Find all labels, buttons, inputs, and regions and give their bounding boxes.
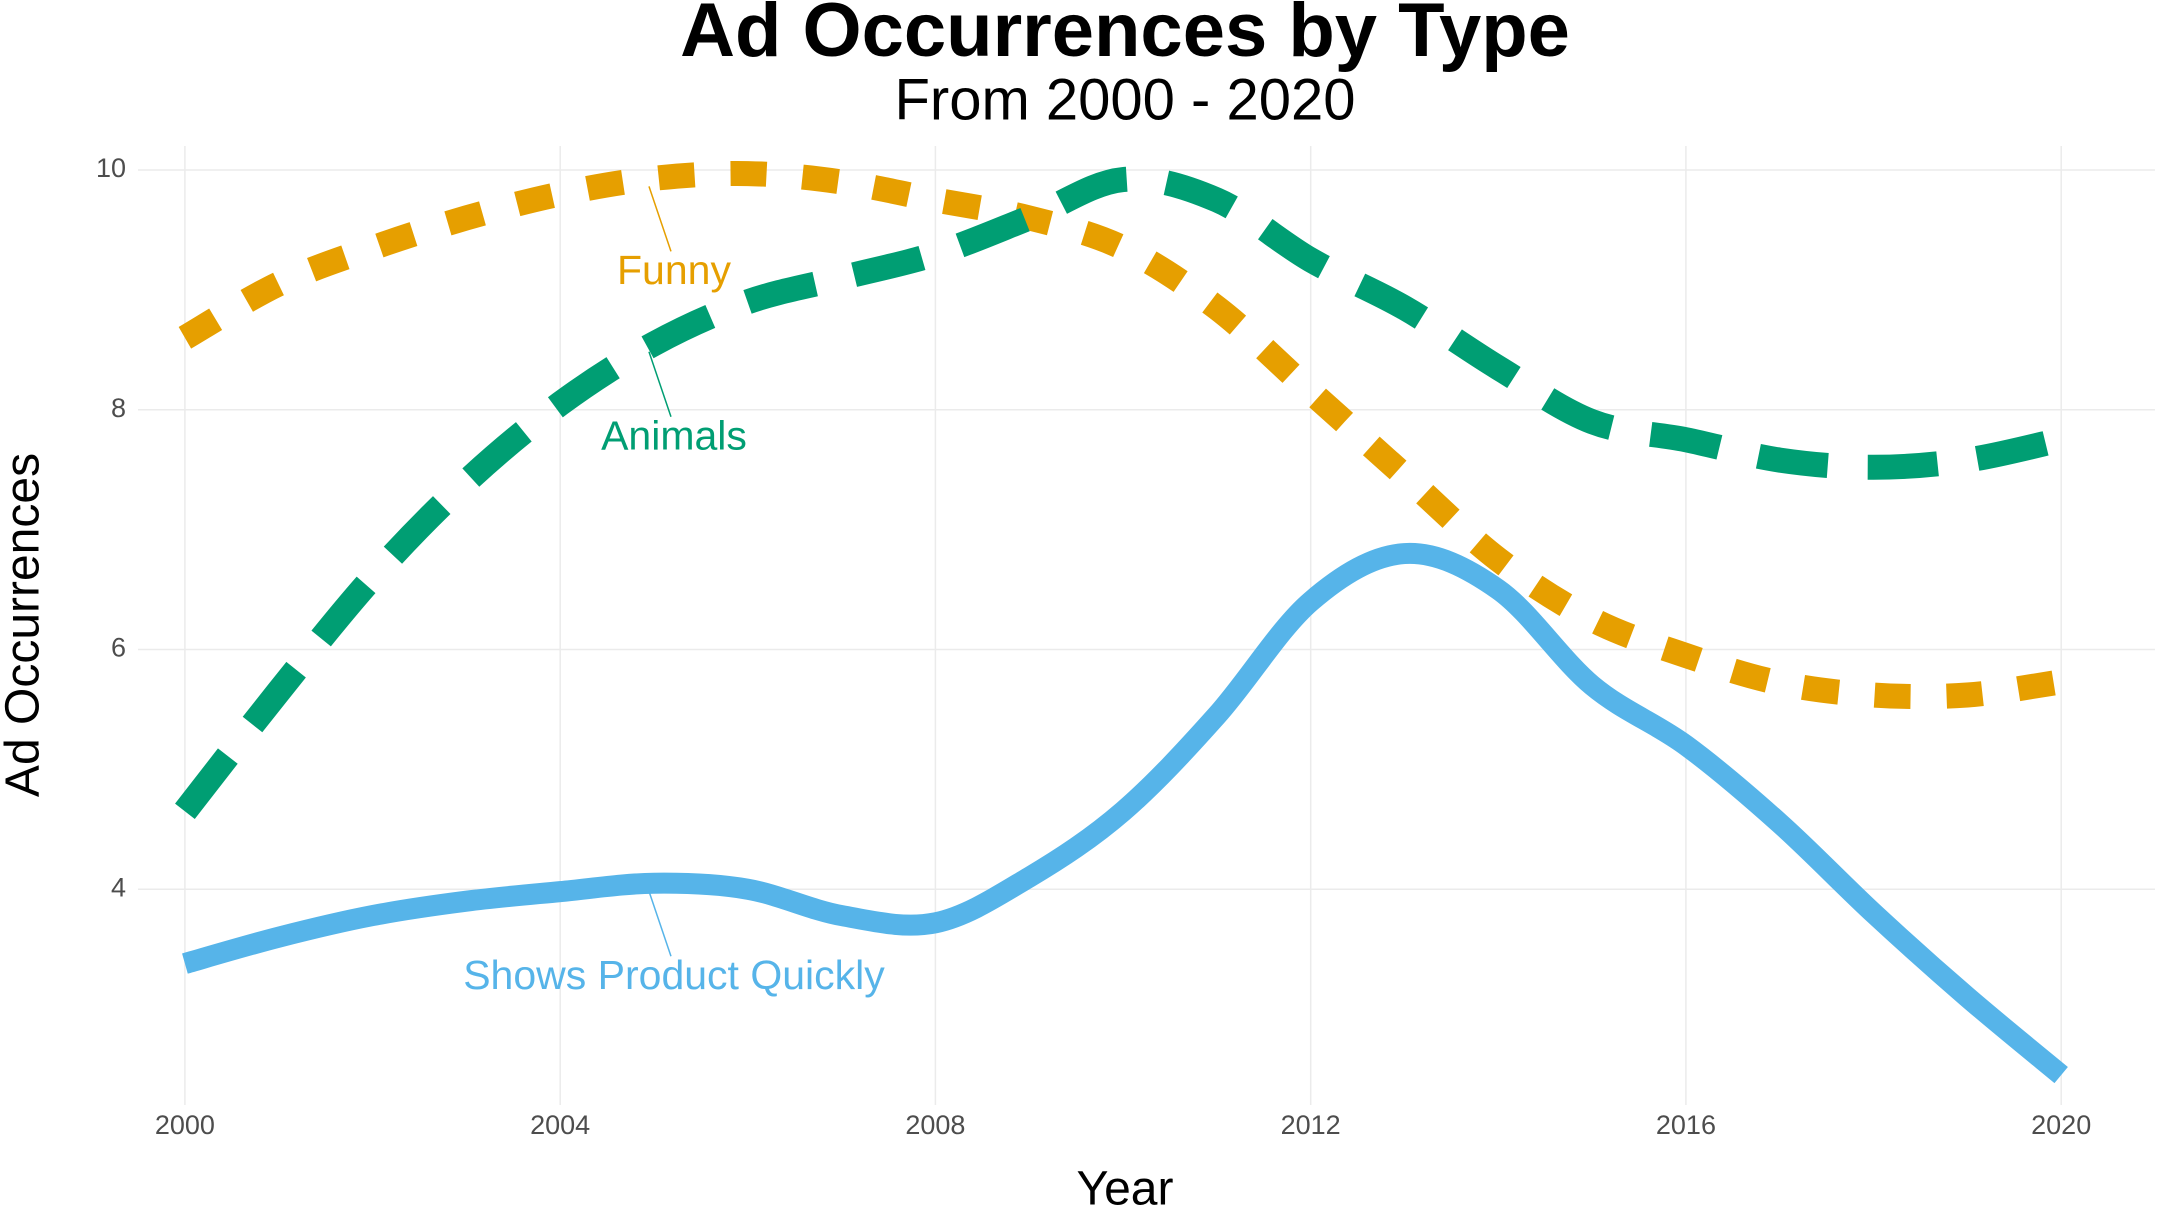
series-line [182,542,2068,1084]
series-line [175,166,2064,820]
series-label: Funny [617,247,731,293]
lines [175,160,2068,1084]
x-tick-label: 2012 [1281,1110,1341,1140]
x-tick-label: 2020 [2031,1110,2091,1140]
labels: Funny Animals Shows Product Quickly [463,186,885,998]
series-label: Shows Product Quickly [463,952,885,998]
label-leader [648,890,672,957]
y-axis-label: Ad Occurrences [0,453,50,797]
x-axis-label: Year [1077,1163,1174,1216]
x-tick-label: 2004 [530,1110,590,1140]
x-tick-label: 2008 [905,1110,965,1140]
chart-title: Ad Occurrences by Type [680,0,1570,73]
series-line [178,160,2064,710]
grid: 4 6 8 10 2000 2004 2008 2012 2016 2020 [96,146,2155,1140]
y-tick-label: 4 [111,872,126,902]
label-leader [648,351,672,418]
y-tick-label: 8 [111,393,126,423]
x-tick-label: 2016 [1656,1110,1716,1140]
x-tick-label: 2000 [155,1110,215,1140]
y-tick-label: 6 [111,633,126,663]
series-label: Animals [601,413,747,459]
label-leader [648,186,672,252]
chart-subtitle: From 2000 - 2020 [894,67,1355,132]
y-tick-label: 10 [96,153,126,183]
